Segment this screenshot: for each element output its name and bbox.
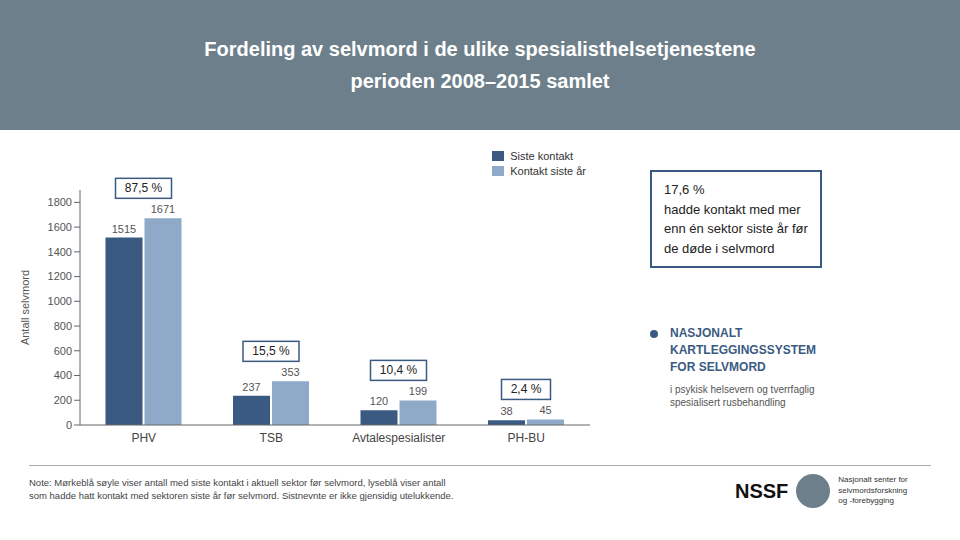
html-text:NASJONALT KARTLEGGINGSSYSTEM F: NASJONALT KARTLEGGINGSSYSTEM FOR SELVMOR… xyxy=(670,326,816,374)
html-text:perioden 2008–2015 samlet: perioden 2008–2015 samlet xyxy=(350,70,610,92)
svg-text:200: 200 xyxy=(54,394,72,406)
svg-text:353: 353 xyxy=(281,366,299,378)
html-text:17,6 % hadde kontakt med mer e: 17,6 % hadde kontakt med mer enn én sekt… xyxy=(664,182,808,256)
svg-text:TSB: TSB xyxy=(260,431,283,445)
svg-text:120: 120 xyxy=(370,395,388,407)
svg-text:Antall selvmord: Antall selvmord xyxy=(19,270,31,345)
html-text:i psykisk helsevern og tverrfa: i psykisk helsevern og tverrfaglig spesi… xyxy=(670,384,815,409)
svg-text:10,4 %: 10,4 % xyxy=(380,363,418,377)
svg-text:87,5 %: 87,5 % xyxy=(125,181,163,195)
html-text:Nasjonalt senter for selvmords: Nasjonalt senter for selvmordsforskning … xyxy=(838,475,908,506)
svg-text:1671: 1671 xyxy=(151,203,175,215)
svg-text:PH-BU: PH-BU xyxy=(508,431,545,445)
svg-text:38: 38 xyxy=(500,405,512,417)
html-text:Fordeling av selvmord i de uli: Fordeling av selvmord i de ulike spesial… xyxy=(204,38,756,60)
svg-text:1200: 1200 xyxy=(48,270,72,282)
svg-text:1515: 1515 xyxy=(112,223,136,235)
svg-text:45: 45 xyxy=(539,404,551,416)
html-text:Note: Mørkeblå søyle viser ant: Note: Mørkeblå søyle viser antall med si… xyxy=(29,477,454,502)
svg-text:400: 400 xyxy=(54,369,72,381)
svg-text:PHV: PHV xyxy=(131,431,156,445)
html-text:NSSF: NSSF xyxy=(735,479,789,502)
svg-text:15,5 %: 15,5 % xyxy=(252,344,290,358)
svg-text:2,4 %: 2,4 % xyxy=(511,382,542,396)
svg-text:600: 600 xyxy=(54,345,72,357)
svg-text:0: 0 xyxy=(66,419,72,431)
svg-text:1000: 1000 xyxy=(48,295,72,307)
html-text:Siste kontakt: Siste kontakt xyxy=(510,150,574,162)
svg-text:800: 800 xyxy=(54,320,72,332)
svg-text:1800: 1800 xyxy=(48,196,72,208)
svg-text:Avtalespesialister: Avtalespesialister xyxy=(352,431,445,445)
html-text:Kontakt siste år: Kontakt siste år xyxy=(510,165,586,177)
svg-text:1400: 1400 xyxy=(48,246,72,258)
svg-text:1600: 1600 xyxy=(48,221,72,233)
svg-text:237: 237 xyxy=(242,381,260,393)
svg-text:199: 199 xyxy=(409,385,427,397)
